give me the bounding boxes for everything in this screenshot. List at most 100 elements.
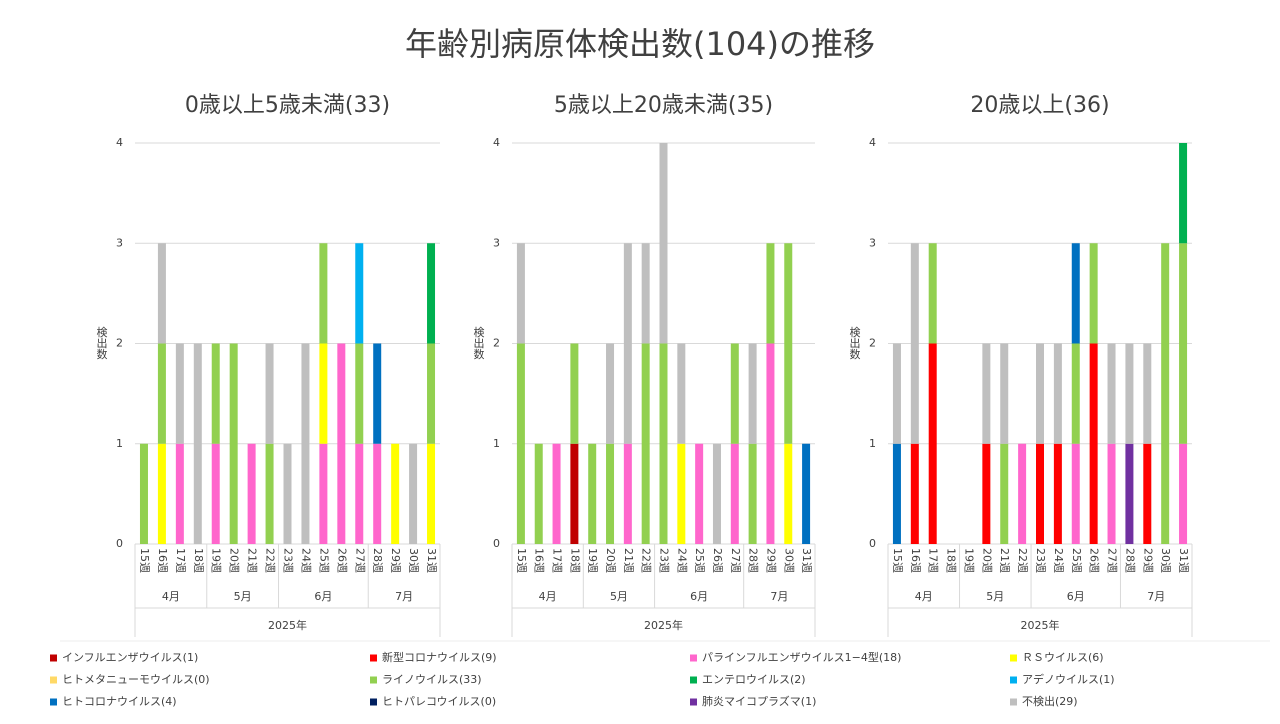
- bar-segment: [1036, 343, 1044, 444]
- bar-segment: [355, 443, 364, 544]
- x-tick-label: 23週: [1034, 548, 1047, 573]
- legend-label: 不検出(29): [1022, 694, 1078, 708]
- legend-label: ヒトコロナウイルス(4): [62, 695, 177, 708]
- x-tick-label: 25週: [693, 548, 706, 573]
- legend-label: ヒトパレコウイルス(0): [382, 695, 496, 708]
- x-tick-label: 24週: [299, 548, 312, 573]
- year-label: 2025年: [268, 618, 307, 632]
- bar-segment: [319, 443, 328, 544]
- bar-segment: [623, 243, 632, 444]
- bar-segment: [641, 343, 650, 544]
- y-tick-label: 3: [116, 236, 123, 249]
- y-tick-label: 2: [116, 337, 123, 350]
- month-label: 6月: [314, 590, 332, 603]
- month-label: 6月: [1067, 590, 1085, 603]
- legend-label: 肺炎マイコプラズマ(1): [702, 694, 816, 708]
- bar-segment: [552, 443, 561, 544]
- x-tick-label: 28週: [1123, 548, 1136, 573]
- bar-segment: [1018, 443, 1027, 544]
- legend-label: ヒトメタニューモウイルス(0): [62, 673, 210, 686]
- x-tick-label: 20週: [604, 548, 617, 573]
- y-tick-label: 1: [493, 437, 500, 450]
- x-tick-label: 24週: [1052, 548, 1065, 573]
- bar-segment: [229, 343, 238, 544]
- bar-segment: [641, 243, 650, 344]
- bar-segment: [802, 443, 811, 544]
- bar-segment: [193, 343, 202, 544]
- bar-segment: [730, 443, 739, 544]
- legend-swatch: [370, 676, 377, 684]
- bar-segment: [373, 443, 382, 544]
- y-tick-label: 2: [869, 337, 876, 350]
- bar-segment: [748, 443, 757, 544]
- x-tick-label: 26週: [711, 548, 724, 573]
- bar-segment: [211, 443, 220, 544]
- x-tick-label: 16週: [533, 548, 546, 573]
- y-tick-label: 4: [116, 136, 123, 149]
- x-tick-label: 24週: [675, 548, 688, 573]
- x-tick-label: 21週: [622, 548, 635, 573]
- bar-segment: [892, 343, 901, 444]
- year-label: 2025年: [1021, 618, 1060, 632]
- y-tick-label: 1: [116, 437, 123, 450]
- bar-segment: [1000, 443, 1009, 544]
- month-label: 4月: [539, 590, 557, 603]
- year-label: 2025年: [644, 618, 683, 632]
- bar-segment: [1143, 443, 1152, 544]
- legend-swatch: [50, 676, 57, 684]
- bar-segment: [1143, 343, 1152, 444]
- y-axis-label: 検出数: [848, 325, 861, 360]
- bar-segment: [659, 343, 668, 544]
- legend-label: パラインフルエンザウイルス1−4型(18): [702, 650, 901, 664]
- x-tick-label: 29週: [1141, 548, 1154, 573]
- legend-label: 新型コロナウイルス(9): [382, 650, 497, 664]
- bar-segment: [1089, 243, 1098, 344]
- bar-segment: [427, 243, 436, 344]
- bar-segment: [910, 243, 919, 444]
- bar-segment: [606, 443, 615, 544]
- month-label: 5月: [234, 590, 252, 603]
- x-tick-label: 18週: [192, 548, 205, 573]
- y-tick-label: 3: [869, 236, 876, 249]
- month-label: 7月: [770, 590, 788, 603]
- bar-segment: [1107, 443, 1116, 544]
- bar-segment: [677, 343, 686, 444]
- main-title: 年齢別病原体検出数(104)の推移: [405, 25, 875, 63]
- x-tick-label: 21週: [998, 548, 1011, 573]
- x-tick-label: 30週: [1159, 548, 1172, 573]
- x-tick-label: 19週: [586, 548, 599, 573]
- bar-segment: [1179, 243, 1188, 444]
- x-tick-label: 29週: [389, 548, 402, 573]
- bar-segment: [910, 443, 919, 544]
- x-tick-label: 22週: [640, 548, 653, 573]
- bar-segment: [175, 343, 184, 444]
- y-tick-label: 1: [869, 437, 876, 450]
- x-tick-label: 16週: [156, 548, 169, 573]
- legend-label: インフルエンザウイルス(1): [62, 651, 198, 664]
- legend-label: アデノウイルス(1): [1022, 672, 1115, 686]
- bar-segment: [1071, 443, 1080, 544]
- legend-swatch: [370, 698, 377, 706]
- bar-segment: [247, 443, 256, 544]
- bar-segment: [784, 443, 793, 544]
- x-tick-label: 22週: [1016, 548, 1029, 573]
- chart-title: 20歳以上(36): [970, 93, 1109, 118]
- bar-segment: [427, 343, 436, 444]
- bar-segment: [516, 243, 525, 344]
- legend-swatch: [370, 654, 377, 662]
- x-tick-label: 27週: [729, 548, 742, 573]
- x-tick-label: 18週: [568, 548, 581, 573]
- month-label: 5月: [986, 590, 1004, 603]
- bar-segment: [283, 443, 292, 544]
- bar-segment: [157, 243, 166, 344]
- bar-segment: [157, 443, 166, 544]
- y-tick-label: 4: [869, 136, 876, 149]
- x-tick-label: 18週: [945, 548, 958, 573]
- bar-segment: [766, 343, 775, 544]
- x-tick-label: 26週: [335, 548, 348, 573]
- month-label: 6月: [690, 590, 708, 603]
- bar-segment: [355, 343, 364, 444]
- bar-segment: [588, 443, 597, 544]
- legend-label: エンテロウイルス(2): [702, 673, 806, 686]
- legend-swatch: [50, 654, 57, 662]
